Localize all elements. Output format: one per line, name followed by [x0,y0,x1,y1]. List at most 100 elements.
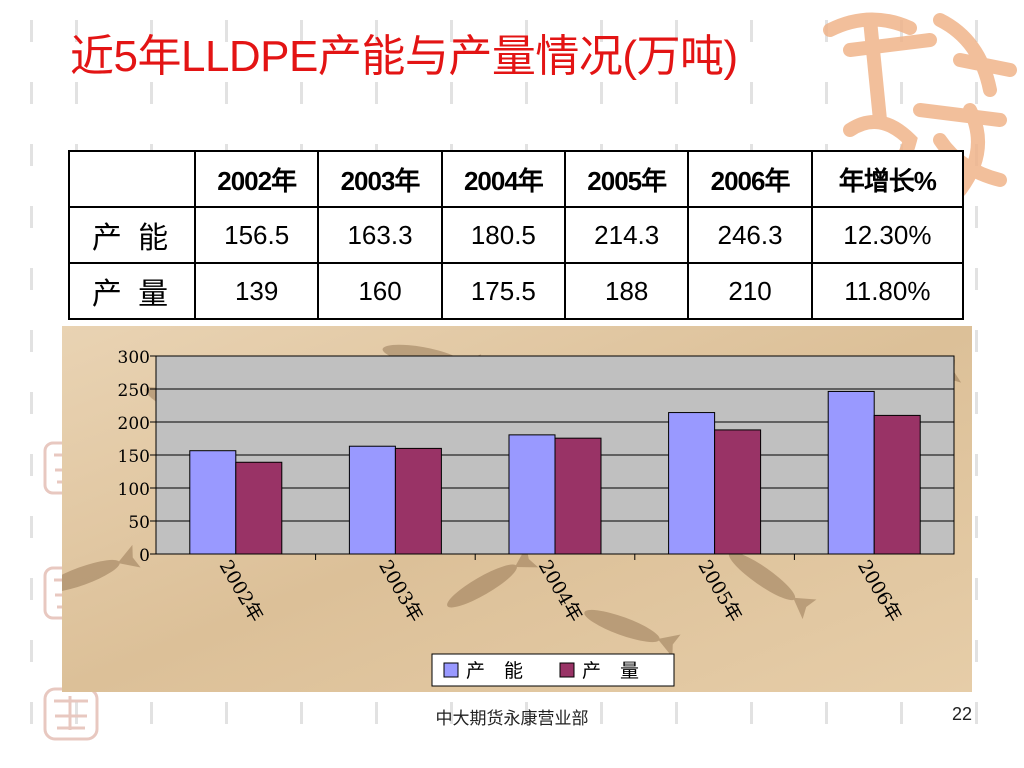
table-cell: 139 [193,262,320,320]
bar [348,445,396,555]
table-row: 产 量 139 160 175.5 188 210 11.80% [68,262,965,320]
background-mark [825,702,828,724]
table-cell: 163.3 [317,206,443,264]
table-row-label: 产 量 [68,262,196,320]
background-mark [375,702,378,724]
table-header-cell [68,150,196,208]
data-table: 2002年 2003年 2004年 2005年 2006年 年增长% 产 能 1… [68,150,965,320]
background-mark [600,20,603,42]
background-mark [975,702,978,724]
table-cell: 214.3 [564,206,690,264]
table-row: 产 能 156.5 163.3 180.5 214.3 246.3 12.30% [68,206,965,264]
bar [873,414,921,555]
table-cell: 156.5 [193,206,320,264]
background-mark [30,144,33,166]
background-mark [975,330,978,352]
background-mark [30,330,33,352]
footer-text: 中大期货永康营业部 [435,709,589,729]
y-tick-label: 300 [118,348,150,368]
background-mark [975,206,978,228]
background-mark [525,702,528,724]
table-header-cell: 2004年 [440,150,567,208]
background-mark [30,454,33,476]
background-mark [30,578,33,600]
legend-label: 产 能 [466,660,523,682]
table-cell: 246.3 [687,206,813,264]
table-cell: 11.80% [810,262,965,320]
legend [431,653,675,687]
bar [827,390,875,555]
background-mark [975,392,978,414]
background-mark [300,702,303,724]
table-header-cell: 2002年 [193,150,320,208]
background-mark [975,454,978,476]
bar [508,434,556,555]
y-tick-label: 50 [128,513,150,533]
background-mark [750,82,753,104]
background-mark [750,20,753,42]
background-mark [75,20,78,42]
legend-label: 产 量 [582,660,639,682]
slide-title: 近5年LLDPE产能与产量情况(万吨) [70,32,738,81]
background-mark [975,578,978,600]
background-mark [450,20,453,42]
background-mark [675,20,678,42]
background-mark [975,82,978,104]
background-mark [30,516,33,538]
background-mark [30,82,33,104]
background-mark [525,20,528,42]
bar [714,429,762,555]
table-header-cell: 2003年 [317,150,443,208]
y-tick-label: 0 [139,546,150,566]
y-tick-label: 200 [118,414,150,434]
page-number: 22 [952,704,973,724]
background-mark [75,82,78,104]
background-mark [300,20,303,42]
background-mark [75,702,78,724]
table-cell: 210 [687,262,813,320]
bar [554,437,602,555]
table-cell: 175.5 [440,262,567,320]
y-tick-label: 150 [118,447,150,467]
bar-chart: 0 50 100 150 200 250 300 2002年 2003年 2004年 2005年 20… [62,326,972,692]
table-header-cell: 2006年 [687,150,813,208]
table-cell: 12.30% [810,206,965,264]
table-header-cell: 2005年 [564,150,690,208]
background-mark [975,640,978,662]
background-mark [525,82,528,104]
table-row-label: 产 能 [68,206,196,264]
background-mark [225,82,228,104]
fish-shape [584,609,681,658]
background-mark [675,82,678,104]
background-mark [825,82,828,104]
y-tick-label: 100 [118,480,150,500]
legend-swatch [559,662,575,678]
background-mark [675,702,678,724]
background-mark [975,268,978,290]
bar [189,450,237,555]
background-mark [450,82,453,104]
bar [235,461,283,555]
background-mark [900,82,903,104]
background-mark [30,640,33,662]
background-mark [600,82,603,104]
background-mark [900,702,903,724]
bar [668,412,716,555]
background-mark [225,702,228,724]
legend-swatch [443,662,459,678]
background-mark [150,702,153,724]
table-cell: 180.5 [440,206,567,264]
background-mark [30,702,33,724]
background-mark [975,516,978,538]
background-mark [975,20,978,42]
background-mark [375,20,378,42]
background-mark [375,82,378,104]
background-mark [750,702,753,724]
background-mark [30,20,33,42]
y-tick-label: 250 [118,381,150,401]
background-mark [300,82,303,104]
background-mark [30,268,33,290]
table-header-row: 2002年 2003年 2004年 2005年 2006年 年增长% [68,150,965,208]
background-mark [450,702,453,724]
